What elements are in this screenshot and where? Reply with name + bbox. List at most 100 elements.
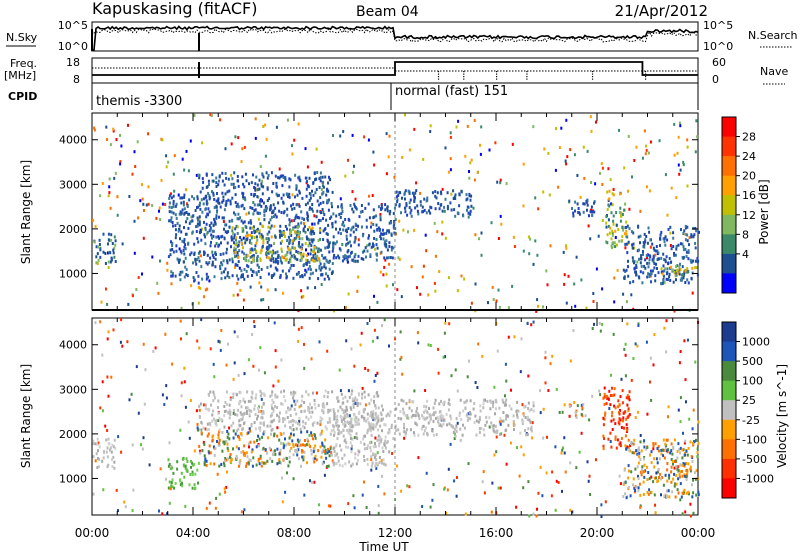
heatmap-cell — [652, 444, 655, 448]
heatmap-cell — [494, 407, 497, 411]
heatmap-cell — [404, 210, 407, 214]
heatmap-cell — [627, 464, 630, 468]
heatmap-cell — [196, 258, 199, 261]
heatmap-cell — [263, 213, 266, 217]
heatmap-cell — [664, 473, 667, 477]
heatmap-cell — [671, 452, 674, 456]
heatmap-cell — [183, 275, 186, 279]
heatmap-cell — [369, 255, 372, 258]
heatmap-cell — [636, 344, 639, 348]
heatmap-cell — [242, 196, 245, 200]
heatmap-cell — [269, 208, 271, 212]
heatmap-cell — [308, 238, 311, 242]
heatmap-cell — [292, 390, 295, 394]
heatmap-cell — [142, 236, 145, 240]
heatmap-cell — [428, 414, 431, 418]
heatmap-cell — [694, 360, 697, 364]
heatmap-cell — [326, 402, 329, 406]
heatmap-cell — [374, 374, 377, 377]
heatmap-cell — [100, 300, 103, 304]
heatmap-cell — [625, 447, 628, 451]
heatmap-cell — [288, 436, 291, 440]
heatmap-cell — [686, 278, 689, 282]
cpid-segment-1: themis -3300 — [96, 94, 182, 109]
heatmap-cell — [374, 453, 377, 457]
heatmap-cell — [464, 406, 467, 410]
heatmap-cell — [357, 243, 360, 247]
heatmap-cell — [213, 275, 216, 279]
heatmap-cell — [222, 216, 225, 220]
heatmap-cell — [429, 130, 432, 133]
heatmap-cell — [185, 220, 187, 224]
heatmap-cell — [180, 471, 183, 475]
heatmap-cell — [229, 410, 232, 414]
heatmap-cell — [208, 229, 211, 233]
heatmap-cell — [140, 443, 142, 447]
heatmap-cell — [666, 450, 669, 454]
heatmap-cell — [505, 462, 508, 466]
heatmap-cell — [637, 235, 640, 239]
heatmap-cell — [311, 422, 314, 426]
heatmap-cell — [282, 442, 285, 446]
heatmap-cell — [653, 266, 656, 270]
heatmap-cell — [646, 275, 649, 279]
heatmap-cell — [612, 241, 615, 245]
heatmap-cell — [292, 419, 295, 423]
heatmap-cell — [281, 239, 284, 243]
heatmap-cell — [284, 490, 287, 494]
heatmap-cell — [388, 428, 391, 432]
heatmap-cell — [578, 212, 581, 216]
heatmap-cell — [238, 464, 240, 468]
heatmap-cell — [251, 448, 254, 452]
heatmap-cell — [645, 340, 648, 344]
heatmap-cell — [462, 409, 465, 413]
heatmap-cell — [172, 194, 175, 198]
heatmap-cell — [189, 220, 192, 224]
heatmap-cell — [231, 177, 234, 181]
heatmap-cell — [467, 211, 470, 215]
heatmap-cell — [237, 136, 240, 140]
heatmap-cell — [323, 277, 326, 281]
heatmap-cell — [297, 440, 300, 444]
heatmap-cell — [691, 495, 694, 499]
heatmap-cell — [495, 400, 498, 404]
heatmap-cell — [586, 203, 589, 207]
heatmap-cell — [310, 268, 312, 272]
heatmap-cell — [666, 438, 669, 442]
heatmap-cell — [306, 211, 309, 215]
heatmap-cell — [309, 196, 312, 200]
heatmap-cell — [254, 182, 257, 186]
heatmap-cell — [183, 240, 186, 244]
heatmap-cell — [267, 225, 270, 229]
heatmap-cell — [210, 403, 212, 407]
heatmap-cell — [505, 182, 508, 186]
heatmap-cell — [592, 292, 595, 295]
heatmap-cell — [633, 261, 635, 265]
heatmap-cell — [288, 460, 291, 464]
heatmap-cell — [684, 232, 687, 236]
heatmap-cell — [224, 267, 227, 271]
heatmap-cell — [644, 258, 647, 262]
heatmap-cell — [398, 203, 401, 207]
heatmap-cell — [482, 402, 485, 406]
heatmap-cell — [438, 270, 441, 274]
heatmap-cell — [460, 190, 463, 194]
heatmap-cell — [498, 420, 501, 424]
heatmap-cell — [319, 219, 322, 222]
heatmap-cell — [356, 289, 359, 293]
heatmap-cell — [670, 465, 673, 469]
heatmap-cell — [401, 155, 404, 159]
heatmap-cell — [450, 208, 453, 212]
heatmap-cell — [403, 436, 406, 440]
heatmap-cell — [618, 239, 621, 243]
heatmap-cell — [324, 389, 327, 393]
heatmap-cell — [393, 175, 396, 179]
heatmap-cell — [237, 260, 240, 264]
heatmap-cell — [561, 489, 563, 493]
heatmap-cell — [371, 423, 374, 427]
heatmap-cell — [354, 401, 357, 405]
heatmap-cell — [311, 410, 314, 414]
heatmap-cell — [317, 250, 320, 253]
heatmap-cell — [107, 232, 110, 236]
heatmap-cell — [326, 260, 329, 264]
